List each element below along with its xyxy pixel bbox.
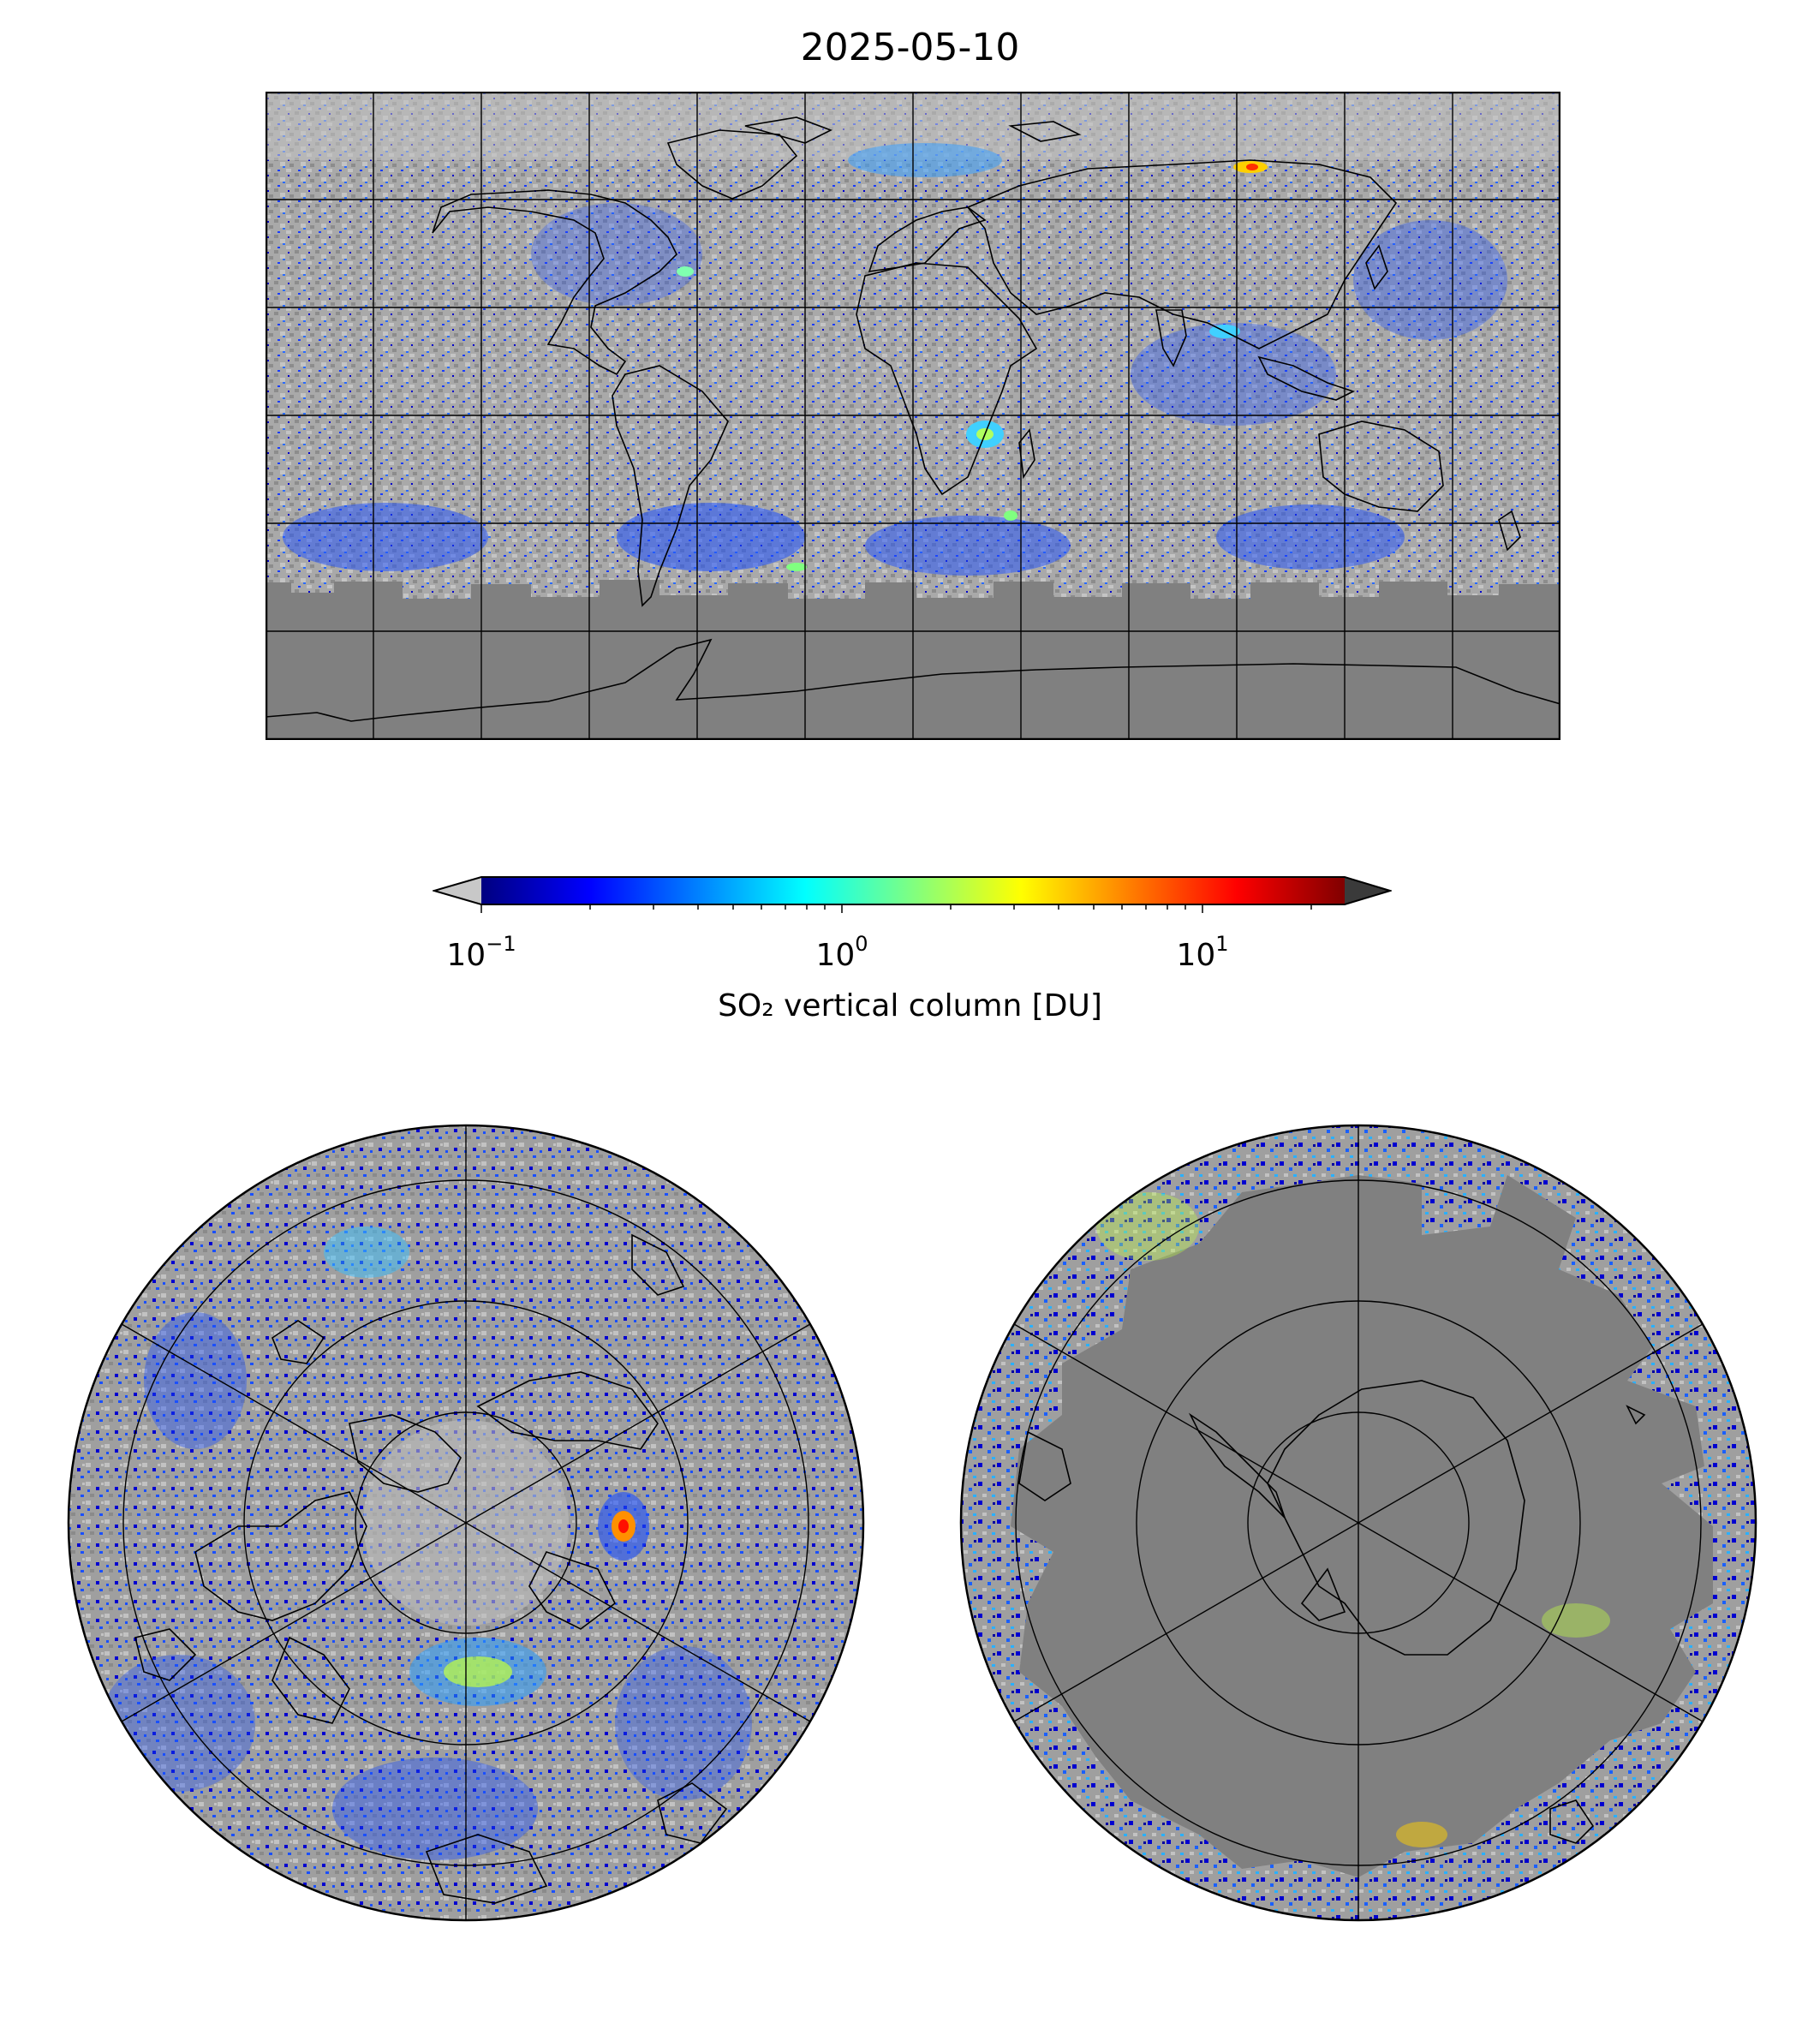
colorbar-gradient	[481, 877, 1345, 904]
colorbar-minor-ticks	[480, 904, 1312, 913]
global-map	[266, 92, 1560, 740]
colorbar-under-triangle	[434, 877, 481, 904]
north-polar-frame	[67, 1124, 865, 1922]
north-polar-gridlines	[121, 1125, 811, 1920]
south-polar-gridlines	[1013, 1125, 1704, 1920]
figure-title: 2025-05-10	[800, 26, 1020, 69]
south-polar-map	[959, 1124, 1757, 1922]
colorbar	[433, 876, 1392, 913]
no-data-region	[1011, 1175, 1713, 1877]
global-coastlines	[266, 116, 1560, 722]
colorbar-tick-label: 100	[815, 932, 868, 973]
south-polar-frame	[959, 1124, 1757, 1922]
south-polar-coastlines	[1018, 1380, 1646, 1844]
colorbar-tick-label: 101	[1176, 932, 1229, 973]
colorbar-label: SO₂ vertical column [DU]	[718, 988, 1102, 1023]
colorbar-over-triangle	[1345, 877, 1390, 904]
global-gridlines	[266, 92, 1560, 740]
global-map-frame	[266, 92, 1560, 740]
colorbar-tick-label: 10−1	[446, 932, 516, 973]
north-polar-map	[67, 1124, 865, 1922]
